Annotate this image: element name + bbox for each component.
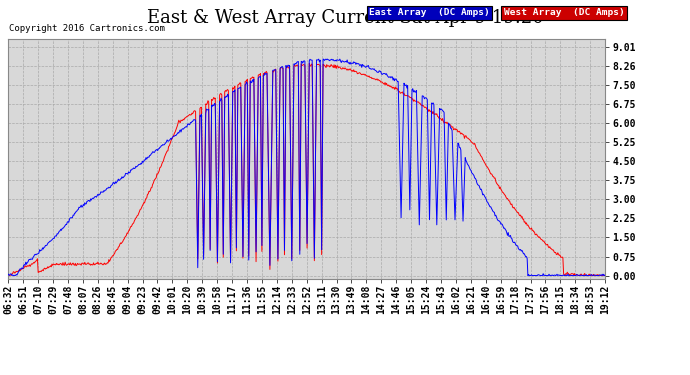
Text: East Array  (DC Amps): East Array (DC Amps) — [369, 8, 490, 17]
Text: Copyright 2016 Cartronics.com: Copyright 2016 Cartronics.com — [9, 24, 165, 33]
Text: West Array  (DC Amps): West Array (DC Amps) — [504, 8, 624, 17]
Text: East & West Array Current Sat Apr 9 19:20: East & West Array Current Sat Apr 9 19:2… — [146, 9, 544, 27]
